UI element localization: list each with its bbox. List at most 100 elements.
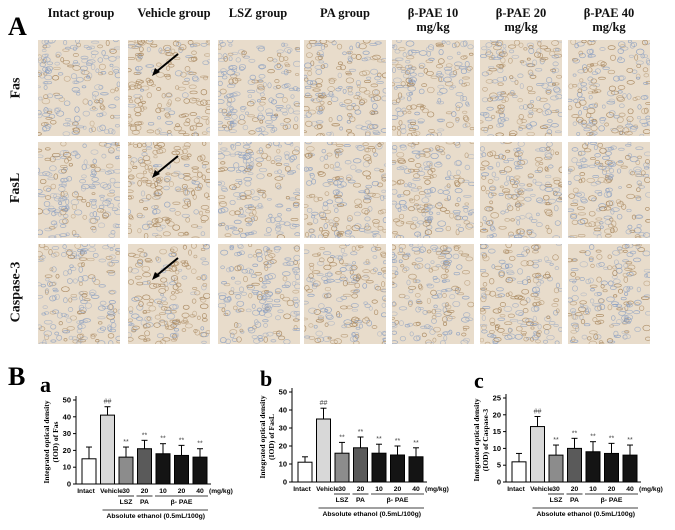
group-label-pa: PA <box>570 497 579 504</box>
micrograph-caspase3-pa <box>304 244 386 344</box>
bar-3 <box>137 448 152 485</box>
bar-1 <box>530 426 545 483</box>
footer-label: Absolute ethanol (0.5mL/100g) <box>106 513 205 520</box>
group-label-lsz: LSZ <box>120 499 133 506</box>
micrograph-fasl-pae-40 <box>568 142 650 238</box>
micrograph-fas-pae-20 <box>480 40 562 136</box>
significance-mark: ## <box>320 400 328 407</box>
y-tick-label: 0 <box>283 478 287 487</box>
y-tick-label: 20 <box>63 446 71 455</box>
y-tick-label: 50 <box>63 396 71 405</box>
x-tick-label: 40 <box>196 488 204 495</box>
unit-label: (mg/kg) <box>209 488 233 495</box>
significance-mark: ** <box>395 438 401 445</box>
bar-0 <box>81 458 97 485</box>
bar-5 <box>174 454 189 485</box>
chart-a-letter: a <box>40 372 51 397</box>
y-tick-label: 10 <box>63 463 71 472</box>
x-tick-label: 20 <box>608 486 616 493</box>
significance-mark: ** <box>339 434 345 441</box>
column-header-lsz: LSZ group <box>228 6 288 20</box>
x-tick-label: 40 <box>626 486 634 493</box>
bar-2 <box>334 452 350 483</box>
x-tick-label: 20 <box>571 486 579 493</box>
x-tick-label: Intact <box>293 486 311 493</box>
significance-mark: ** <box>160 436 166 443</box>
y-tick-label: 20 <box>279 442 287 451</box>
group-label-pae: β- PAE <box>171 499 193 506</box>
bar-0 <box>511 461 527 483</box>
bar-2 <box>548 454 564 483</box>
footer-label: Absolute ethanol (0.5mL/100g) <box>322 511 421 518</box>
y-axis-label: (IOD) of FasL <box>267 414 276 460</box>
x-tick-label: 30 <box>122 488 130 495</box>
panel-a-letter: A <box>8 12 27 41</box>
bar-1 <box>316 418 331 483</box>
bar-chart-caspase3: Integrated optical density (IOD) of Caspa… <box>472 394 663 519</box>
y-axis-label: Integrated optical density <box>472 398 481 481</box>
micrograph-fas-vehicle <box>128 40 210 136</box>
y-tick-label: 10 <box>279 460 287 469</box>
y-tick-label: 40 <box>279 406 287 415</box>
y-tick-label: 5 <box>497 461 501 470</box>
bar-6 <box>622 454 638 483</box>
micrograph-fas-pae-40 <box>568 40 650 136</box>
bar-3 <box>567 447 582 483</box>
x-tick-label: Vehicle <box>530 486 553 493</box>
bar-5 <box>604 452 619 483</box>
x-tick-label: 30 <box>552 486 560 493</box>
micrograph-caspase3-pae-20 <box>480 244 562 344</box>
micrograph-fasl-pae-20 <box>480 142 562 238</box>
chart-c-letter: c <box>474 368 484 393</box>
significance-mark: ** <box>376 436 382 443</box>
y-tick-label: 0 <box>497 478 501 487</box>
bar-4 <box>585 451 601 483</box>
x-tick-label: Intact <box>77 488 95 495</box>
bar-3 <box>353 447 368 483</box>
row-label-fasl: FasL <box>8 172 23 204</box>
column-header-pa: PA group <box>320 6 370 20</box>
bar-0 <box>297 461 313 483</box>
micrograph-fasl-pae-10 <box>392 142 474 238</box>
x-tick-label: 10 <box>159 488 167 495</box>
bar-chart-fas: Integrated optical density (IOD) of Fas 0 1… <box>42 396 233 521</box>
micrograph-fas-intact <box>38 40 120 136</box>
column-header-vehicle: Vehicle group <box>137 6 211 20</box>
significance-mark: ** <box>627 437 633 444</box>
x-tick-label: Vehicle <box>316 486 339 493</box>
group-label-pa: PA <box>356 497 365 504</box>
group-label-pae: β- PAE <box>601 497 623 504</box>
significance-mark: ** <box>572 430 578 437</box>
bar-5 <box>390 454 405 483</box>
group-label-pa: PA <box>140 499 149 506</box>
y-tick-label: 40 <box>63 412 71 421</box>
group-label-pae: β- PAE <box>387 497 409 504</box>
micrograph-caspase3-lsz <box>218 244 300 344</box>
y-tick-label: 20 <box>493 410 501 419</box>
micrograph-fas-pae-10 <box>392 40 474 136</box>
unit-label: (mg/kg) <box>639 486 663 493</box>
y-tick-label: 50 <box>279 388 287 397</box>
significance-mark: ** <box>590 434 596 441</box>
micrograph-fasl-intact <box>38 142 120 238</box>
chart-b-letter: b <box>260 366 273 391</box>
x-tick-label: 30 <box>338 486 346 493</box>
group-label-lsz: LSZ <box>550 497 563 504</box>
significance-mark: ** <box>413 440 419 447</box>
bar-4 <box>371 452 387 483</box>
column-header-pae-40: β-PAE 40 mg/kg <box>583 6 635 34</box>
y-tick-label: 0 <box>67 480 71 489</box>
micrograph-caspase3-pae-10 <box>392 244 474 344</box>
row-label-fas: Fas <box>8 77 23 99</box>
x-tick-label: 10 <box>589 486 597 493</box>
micrograph-caspase3-intact <box>38 244 120 344</box>
y-tick-label: 15 <box>493 427 501 436</box>
x-tick-label: Intact <box>507 486 525 493</box>
column-header-intact: Intact group <box>47 6 115 20</box>
y-axis-label: Integrated optical density <box>42 400 51 483</box>
significance-mark: ** <box>358 429 364 436</box>
x-tick-label: Vehicle <box>100 488 123 495</box>
x-tick-label: 10 <box>375 486 383 493</box>
group-label-lsz: LSZ <box>336 497 349 504</box>
bar-6 <box>192 456 208 485</box>
